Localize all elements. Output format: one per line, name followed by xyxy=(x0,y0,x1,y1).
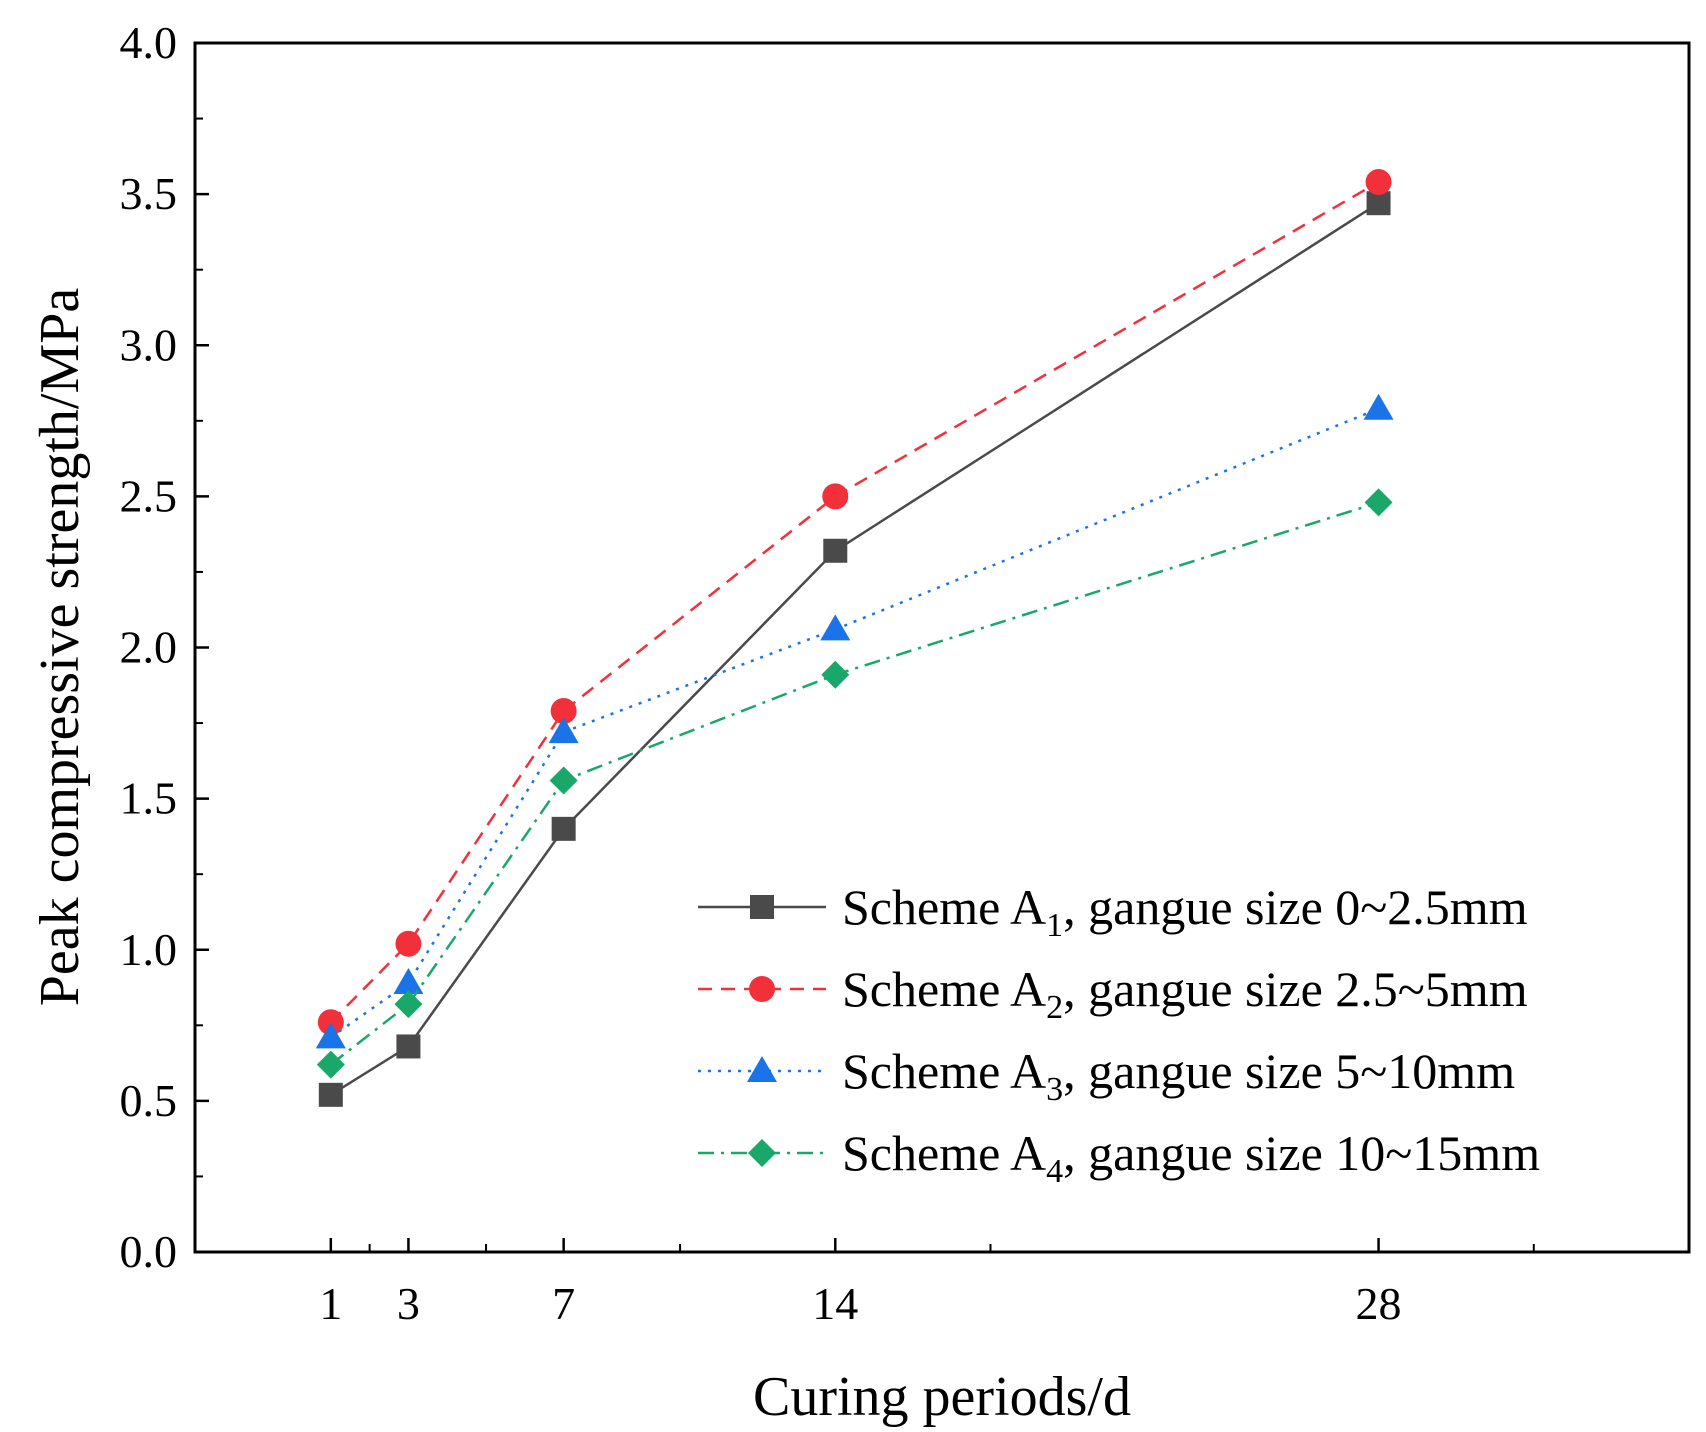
series-1-point xyxy=(396,1034,421,1059)
series-1-point xyxy=(823,538,848,563)
y-tick-label: 3.0 xyxy=(120,319,178,370)
legend-label-suffix: , gangue size 10~15mm xyxy=(1063,1125,1540,1181)
series-2-point xyxy=(822,483,849,510)
legend-marker xyxy=(747,1056,777,1082)
legend-marker xyxy=(749,976,775,1002)
series-2-point xyxy=(550,697,577,724)
y-tick-label: 1.5 xyxy=(120,773,178,824)
legend-label-prefix: Scheme A xyxy=(842,1125,1046,1181)
legend-label-prefix: Scheme A xyxy=(842,1043,1046,1099)
legend-label-suffix: , gangue size 2.5~5mm xyxy=(1063,961,1528,1017)
x-tick-label: 1 xyxy=(319,1278,342,1329)
series-2-point xyxy=(395,930,422,957)
legend-item: Scheme A3, gangue size 5~10mm xyxy=(698,1043,1515,1108)
legend-label-suffix: , gangue size 0~2.5mm xyxy=(1063,879,1528,935)
x-axis-label: Curing periods/d xyxy=(753,1366,1131,1428)
legend-label: Scheme A3, gangue size 5~10mm xyxy=(842,1043,1515,1108)
y-axis-label: Peak compressive strength/MPa xyxy=(29,288,91,1007)
series-3-line xyxy=(330,407,1380,1039)
series-4-point xyxy=(1364,488,1393,517)
plot-frame xyxy=(193,41,1691,1254)
y-tick-label: 3.5 xyxy=(120,168,178,219)
series-3 xyxy=(315,393,1394,1049)
legend-label: Scheme A4, gangue size 10~15mm xyxy=(842,1125,1540,1190)
series-1 xyxy=(318,191,1391,1107)
y-tick-label: 1.0 xyxy=(120,924,178,975)
series-3-point xyxy=(820,614,851,641)
series-2-line xyxy=(329,180,1380,1024)
legend-label-prefix: Scheme A xyxy=(842,961,1046,1017)
x-tick-label: 7 xyxy=(552,1278,575,1329)
series-3-point xyxy=(548,717,579,744)
y-tick-label: 2.5 xyxy=(120,470,178,521)
legend-marker xyxy=(750,895,774,919)
legend-marker xyxy=(748,1139,776,1167)
legend-label: Scheme A2, gangue size 2.5~5mm xyxy=(842,961,1528,1026)
legend-label-subscript: 4 xyxy=(1046,1153,1063,1190)
series-3-point xyxy=(1363,393,1394,420)
legend-label-prefix: Scheme A xyxy=(842,879,1046,935)
series-4-point xyxy=(821,660,850,689)
series-2-point xyxy=(1365,169,1392,196)
y-tick-label: 4.0 xyxy=(120,17,178,68)
legend-label-suffix: , gangue size 5~10mm xyxy=(1063,1043,1515,1099)
legend-item: Scheme A2, gangue size 2.5~5mm xyxy=(698,961,1528,1026)
series-4-point xyxy=(316,1050,345,1079)
y-tick-label: 0.5 xyxy=(120,1075,178,1126)
legend-item: Scheme A1, gangue size 0~2.5mm xyxy=(698,879,1528,944)
x-tick-label: 28 xyxy=(1356,1278,1402,1329)
legend-label-subscript: 3 xyxy=(1046,1071,1063,1108)
y-tick-label: 0.0 xyxy=(120,1226,178,1277)
series-4-point xyxy=(549,766,578,795)
series-1-point xyxy=(551,816,576,841)
series-2-point xyxy=(317,1009,344,1036)
x-tick-label: 14 xyxy=(812,1278,858,1329)
legend-label: Scheme A1, gangue size 0~2.5mm xyxy=(842,879,1528,944)
series-1-point xyxy=(318,1082,343,1107)
series-1-point xyxy=(1366,191,1391,216)
tick-labels: 0.00.51.01.52.02.53.03.54.01 3 7 14 28 xyxy=(120,17,1402,1329)
series-3-point xyxy=(315,1022,346,1049)
series-4-point xyxy=(394,990,423,1019)
series-3-point xyxy=(393,967,424,994)
legend-item: Scheme A4, gangue size 10~15mm xyxy=(698,1125,1540,1190)
series-layer xyxy=(315,169,1394,1107)
legend-label-subscript: 2 xyxy=(1046,989,1063,1026)
series-4 xyxy=(316,488,1393,1079)
legend-label-subscript: 1 xyxy=(1046,907,1063,944)
series-2 xyxy=(317,169,1392,1036)
x-tick-label: 3 xyxy=(397,1278,420,1329)
y-tick-label: 2.0 xyxy=(120,622,178,673)
